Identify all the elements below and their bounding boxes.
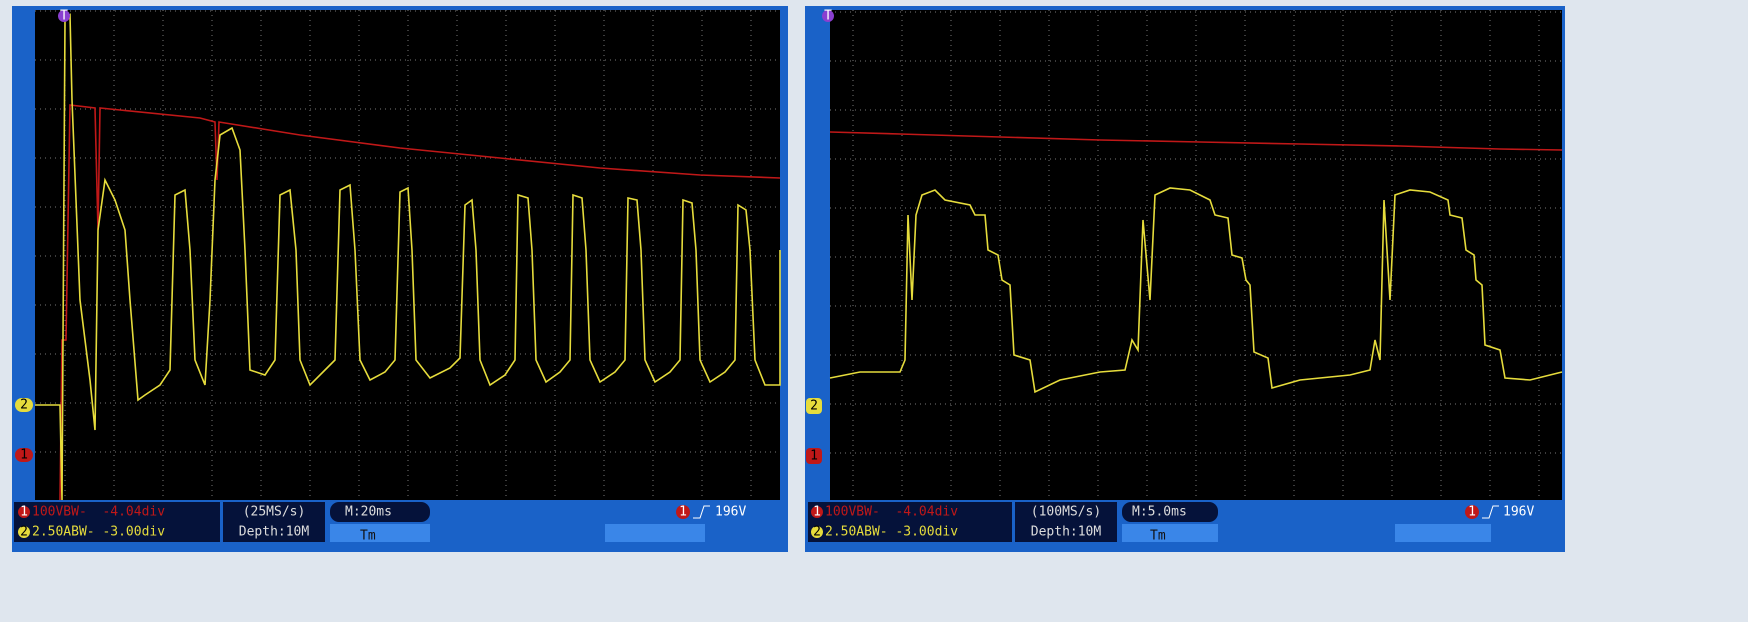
- sample-rate: (100MS/s): [1031, 505, 1101, 520]
- top-marker-label: T: [824, 9, 832, 24]
- ch1-status: 100VBW- -4.04div: [32, 505, 165, 520]
- screenshot: T 2 1 1 100VBW- -4.04div 2 2.50ABW- -3.0…: [0, 0, 1748, 622]
- marker-label: 1: [810, 449, 818, 464]
- menu-tab: [1122, 524, 1218, 542]
- sample-rate: (25MS/s): [243, 505, 306, 520]
- timebase: M:20ms: [345, 505, 392, 520]
- depth: Depth:10M: [239, 525, 310, 540]
- ch1-status: 100VBW- -4.04div: [825, 505, 958, 520]
- top-marker-label: T: [60, 9, 68, 24]
- trigger-marker-label: 1: [679, 505, 687, 520]
- trigger-level: 196V: [1503, 505, 1534, 520]
- marker-label: 2: [20, 398, 28, 413]
- timebase: M:5.0ms: [1132, 505, 1187, 520]
- ch1-marker-label: 1: [20, 505, 28, 520]
- menu-tab: [605, 524, 705, 542]
- marker-label: 2: [810, 399, 818, 414]
- scope-left: T 2 1 1 100VBW- -4.04div 2 2.50ABW- -3.0…: [12, 6, 788, 552]
- marker-label: 1: [20, 448, 28, 463]
- trigger-marker-label: 1: [1468, 505, 1476, 520]
- menu-tab: [330, 524, 430, 542]
- ch2-marker-label: 2: [20, 525, 28, 540]
- ch1-marker-label: 1: [813, 505, 821, 520]
- ch2-status: 2.50ABW- -3.00div: [32, 525, 165, 540]
- menu: Tm: [1150, 529, 1166, 544]
- ch2-status: 2.50ABW- -3.00div: [825, 525, 958, 540]
- menu-tab: [1395, 524, 1491, 542]
- scope-right: T 2 1 1 100VBW- -4.04div 2 2.50ABW- -3.0…: [805, 6, 1565, 552]
- trigger-level: 196V: [715, 505, 746, 520]
- ch2-marker-label: 2: [813, 525, 821, 540]
- depth: Depth:10M: [1031, 525, 1102, 540]
- menu: Tm: [360, 529, 376, 544]
